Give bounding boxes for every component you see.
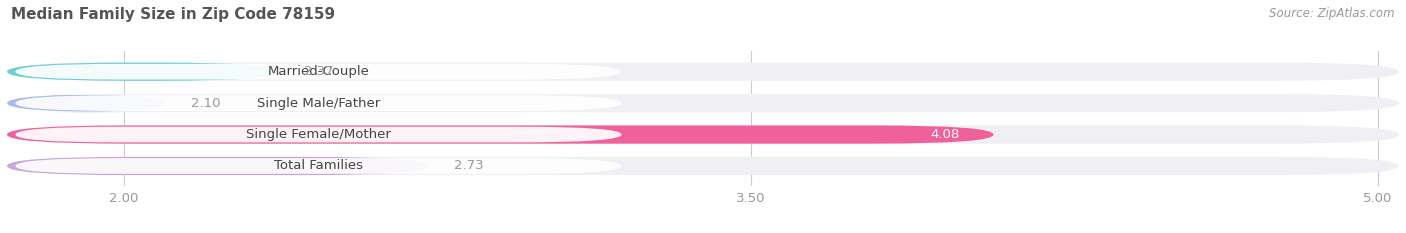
FancyBboxPatch shape (7, 157, 429, 175)
Text: Median Family Size in Zip Code 78159: Median Family Size in Zip Code 78159 (11, 7, 336, 22)
Text: Source: ZipAtlas.com: Source: ZipAtlas.com (1270, 7, 1395, 20)
Text: Single Male/Father: Single Male/Father (257, 97, 380, 110)
FancyBboxPatch shape (15, 158, 621, 174)
Text: Single Female/Mother: Single Female/Mother (246, 128, 391, 141)
Text: 2.37: 2.37 (304, 65, 333, 78)
FancyBboxPatch shape (15, 64, 621, 79)
Text: 2.73: 2.73 (454, 159, 484, 172)
Text: 2.10: 2.10 (191, 97, 221, 110)
Text: Married-Couple: Married-Couple (267, 65, 370, 78)
FancyBboxPatch shape (7, 94, 166, 112)
FancyBboxPatch shape (7, 125, 1399, 144)
FancyBboxPatch shape (15, 95, 621, 111)
FancyBboxPatch shape (7, 157, 1399, 175)
Text: Total Families: Total Families (274, 159, 363, 172)
FancyBboxPatch shape (7, 63, 1399, 81)
FancyBboxPatch shape (7, 94, 1399, 112)
FancyBboxPatch shape (7, 125, 994, 144)
Text: 4.08: 4.08 (931, 128, 960, 141)
FancyBboxPatch shape (15, 127, 621, 142)
FancyBboxPatch shape (7, 63, 278, 81)
